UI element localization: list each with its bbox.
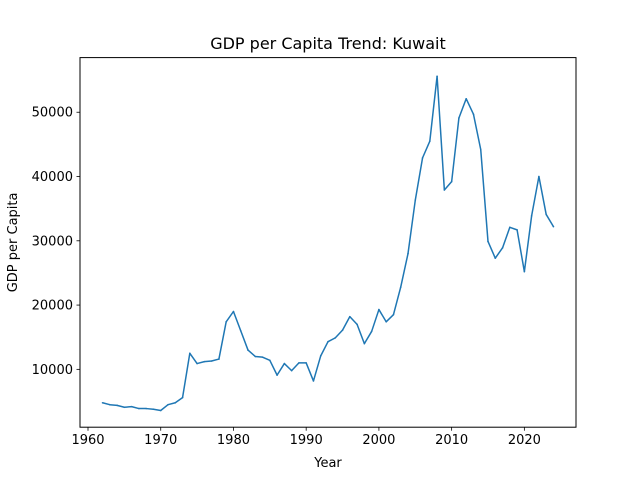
data-point bbox=[509, 226, 511, 229]
data-point bbox=[356, 323, 358, 326]
data-point bbox=[254, 355, 257, 358]
data-point bbox=[167, 403, 169, 406]
data-point bbox=[319, 355, 322, 357]
data-point bbox=[458, 117, 460, 119]
data-point bbox=[145, 407, 147, 410]
plot-frame bbox=[79, 57, 577, 428]
data-point bbox=[327, 340, 329, 343]
data-point bbox=[261, 356, 264, 358]
data-point bbox=[399, 286, 402, 288]
data-point bbox=[305, 362, 307, 364]
series-line bbox=[102, 75, 555, 412]
data-point bbox=[109, 403, 111, 406]
data-point bbox=[472, 113, 475, 115]
data-point bbox=[494, 257, 497, 259]
x-axis: 1960 1970 1980 1990 2000 2010 2020 bbox=[71, 427, 541, 448]
data-point bbox=[487, 240, 489, 243]
data-point bbox=[159, 409, 162, 412]
x-axis-label: Year bbox=[313, 456, 342, 471]
data-point bbox=[174, 401, 177, 404]
data-point bbox=[181, 396, 184, 399]
chart-title: GDP per Capita Trend: Kuwait bbox=[210, 34, 446, 53]
data-point bbox=[436, 75, 438, 78]
y-tick-label: 20000 bbox=[32, 299, 73, 314]
data-point bbox=[101, 401, 104, 404]
y-axis: 10000 20000 30000 40000 50000 bbox=[32, 106, 80, 378]
data-point bbox=[247, 349, 249, 351]
y-tick-label: 40000 bbox=[32, 170, 73, 185]
series-layer bbox=[101, 75, 555, 412]
data-point bbox=[130, 405, 133, 408]
x-tick-label: 2020 bbox=[508, 433, 541, 448]
data-point bbox=[363, 342, 366, 345]
data-point bbox=[283, 362, 286, 365]
data-point bbox=[269, 359, 271, 362]
data-point bbox=[479, 148, 482, 151]
data-point bbox=[552, 225, 555, 228]
data-point bbox=[334, 337, 337, 339]
data-point bbox=[429, 140, 431, 142]
data-point bbox=[138, 407, 140, 410]
data-point bbox=[465, 97, 467, 100]
data-point bbox=[239, 329, 242, 332]
data-point bbox=[530, 214, 533, 217]
y-tick-label: 10000 bbox=[32, 363, 73, 378]
data-point bbox=[312, 380, 315, 382]
data-point bbox=[232, 310, 235, 313]
data-point bbox=[516, 229, 518, 231]
data-point bbox=[225, 320, 227, 323]
y-tick-label: 50000 bbox=[32, 106, 73, 121]
data-point bbox=[116, 404, 118, 407]
x-tick-label: 2000 bbox=[362, 433, 395, 448]
data-point bbox=[501, 247, 504, 249]
data-point bbox=[203, 360, 206, 363]
data-point bbox=[298, 362, 300, 364]
data-point bbox=[538, 175, 540, 178]
data-point bbox=[123, 406, 126, 409]
y-axis-label: GDP per Capita bbox=[6, 193, 21, 293]
data-point bbox=[370, 330, 373, 333]
data-point bbox=[218, 358, 220, 360]
data-point bbox=[378, 308, 380, 311]
data-point bbox=[276, 374, 278, 376]
x-tick-label: 1990 bbox=[290, 433, 323, 448]
data-point bbox=[407, 252, 409, 255]
data-point bbox=[152, 408, 155, 411]
x-tick-label: 1980 bbox=[217, 433, 250, 448]
x-tick-label: 1960 bbox=[71, 433, 104, 448]
data-point bbox=[443, 189, 446, 191]
data-point bbox=[210, 360, 213, 362]
data-point bbox=[290, 369, 293, 372]
data-point bbox=[450, 180, 453, 183]
data-point bbox=[196, 362, 198, 365]
y-tick-label: 30000 bbox=[32, 234, 73, 249]
data-point bbox=[341, 329, 344, 331]
data-point bbox=[421, 157, 424, 159]
data-point bbox=[545, 213, 547, 216]
data-point bbox=[189, 352, 191, 355]
data-point bbox=[392, 313, 395, 316]
data-point bbox=[349, 315, 351, 318]
data-point bbox=[523, 270, 526, 273]
x-tick-label: 1970 bbox=[144, 433, 177, 448]
data-point bbox=[414, 199, 417, 202]
data-point bbox=[385, 320, 387, 323]
x-tick-label: 2010 bbox=[435, 433, 468, 448]
